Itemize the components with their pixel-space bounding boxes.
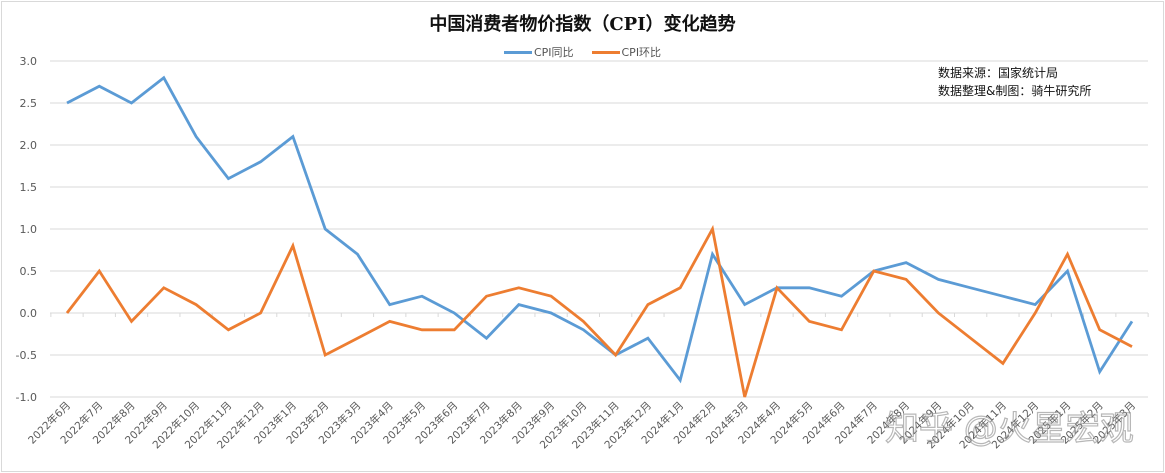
y-tick-label: -0.5 bbox=[16, 349, 37, 362]
chart-title: 中国消费者物价指数（CPI）变化趋势 bbox=[429, 14, 736, 35]
legend-swatch-yoy-icon bbox=[503, 50, 532, 54]
y-tick-label: 0.5 bbox=[20, 265, 38, 278]
series-lines bbox=[65, 75, 1134, 398]
y-tick-label: -1.0 bbox=[16, 391, 37, 404]
y-tick-label: 1.0 bbox=[20, 223, 38, 236]
legend-item-yoy[interactable]: CPI同比 bbox=[503, 44, 574, 60]
y-tick-label: 2.5 bbox=[20, 97, 38, 110]
chart-legend: CPI同比 CPI环比 bbox=[0, 44, 1165, 60]
source-note: 数据来源：国家统计局 数据整理&制图：骑牛研究所 bbox=[938, 64, 1091, 100]
gridlines bbox=[50, 60, 1149, 398]
y-tick-label: 2.0 bbox=[20, 139, 38, 152]
legend-swatch-mom-icon bbox=[591, 50, 620, 54]
legend-label-mom: CPI环比 bbox=[621, 46, 662, 59]
y-tick-label: 0.0 bbox=[20, 307, 38, 320]
legend-item-mom[interactable]: CPI环比 bbox=[591, 44, 662, 60]
legend-label-yoy: CPI同比 bbox=[533, 46, 574, 59]
watermark: 知乎 @火星宏观 bbox=[885, 409, 1134, 449]
series-line[interactable] bbox=[65, 224, 1133, 398]
y-axis: 3.0 2.5 2.0 1.5 1.0 0.5 0.0 -0.5 -1.0 bbox=[16, 55, 37, 404]
y-tick-label: 1.5 bbox=[20, 181, 38, 194]
series-line[interactable] bbox=[66, 75, 1134, 384]
source-text: 数据来源：国家统计局 bbox=[938, 66, 1059, 80]
y-tick-label: 3.0 bbox=[20, 55, 38, 68]
credit-text: 数据整理&制图：骑牛研究所 bbox=[938, 84, 1092, 98]
